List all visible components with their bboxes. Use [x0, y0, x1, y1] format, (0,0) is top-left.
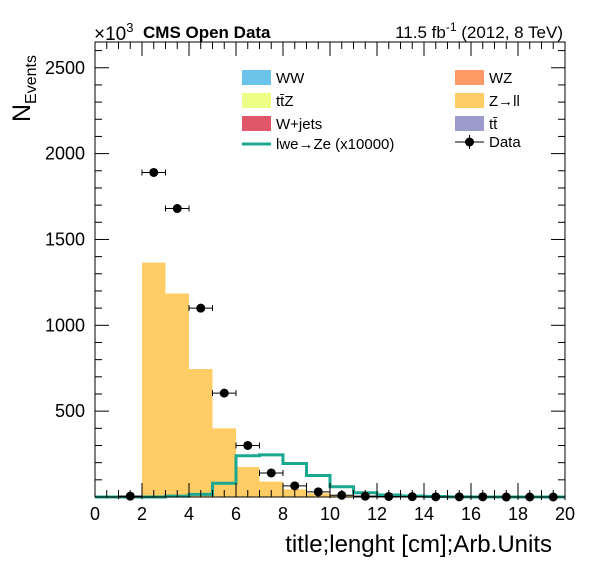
experiment-label: CMS Open Data — [143, 23, 271, 42]
x-tick-label: 6 — [231, 504, 241, 524]
y-tick-label: 500 — [55, 401, 85, 421]
zll-bar — [165, 293, 189, 497]
data-point — [212, 388, 237, 398]
x-tick-label: 10 — [320, 504, 340, 524]
legend-label-data: Data — [489, 134, 521, 151]
data-point — [259, 468, 284, 478]
legend-swatch-zll — [455, 93, 484, 108]
legend-label-zll: Z→ll — [489, 93, 520, 110]
data-point — [235, 440, 260, 450]
x-tick-label: 18 — [508, 504, 528, 524]
legend-label-ww: WW — [276, 70, 305, 87]
legend-swatch-wz — [455, 70, 484, 85]
axis-ticks — [94, 42, 566, 498]
y-tick-label: 2000 — [45, 144, 85, 164]
x-tick-label: 16 — [461, 504, 481, 524]
legend-swatch-ww — [242, 70, 271, 85]
data-point — [282, 481, 307, 491]
x-tick-label: 14 — [414, 504, 434, 524]
legend: WW WZ tt̄Z Z→ll W+jets tt̄ lwe→Ze (x1000… — [242, 70, 521, 153]
x-tick-label: 8 — [278, 504, 288, 524]
legend-swatch-wjets — [242, 116, 271, 131]
zll-bar — [236, 466, 260, 497]
x-tick-label: 0 — [90, 504, 100, 524]
y-tick-labels: 500 1000 1500 2000 2500 — [45, 58, 85, 421]
legend-label-ttz: tt̄Z — [276, 93, 294, 110]
lumi-label: 11.5 fb-1 (2012, 8 TeV) — [395, 20, 563, 42]
legend-swatch-tt — [455, 116, 484, 131]
data-point — [188, 303, 213, 313]
legend-label-tt: tt̄ — [489, 116, 498, 133]
svg-text:NEvents: NEvents — [8, 55, 40, 122]
y-axis-label: NEvents — [8, 55, 40, 122]
x-tick-label: 4 — [184, 504, 194, 524]
zll-bar — [189, 369, 213, 497]
x-tick-label: 2 — [137, 504, 147, 524]
y-tick-label: 1500 — [45, 229, 85, 249]
x-tick-labels: 0 2 4 6 8 10 12 14 16 18 20 — [90, 504, 575, 524]
legend-label-wjets: W+jets — [276, 116, 322, 133]
legend-swatch-ttz — [242, 93, 271, 108]
data-point — [165, 204, 190, 214]
zll-bar — [259, 481, 283, 497]
x-tick-label: 20 — [555, 504, 575, 524]
x-tick-label: 12 — [367, 504, 387, 524]
zll-bar — [212, 428, 236, 497]
data-point — [141, 167, 166, 177]
legend-label-signal: lwe→Ze (x10000) — [276, 136, 394, 153]
zll-bar — [142, 262, 166, 497]
x-axis-label: title;lenght [cm];Arb.Units — [285, 531, 552, 558]
y-tick-label: 2500 — [45, 58, 85, 78]
legend-label-wz: WZ — [489, 70, 512, 87]
y-tick-label: 1000 — [45, 315, 85, 335]
multiplier-label: ×103 — [94, 20, 133, 45]
legend-swatch-data — [455, 135, 484, 149]
zll-bars — [142, 262, 471, 497]
